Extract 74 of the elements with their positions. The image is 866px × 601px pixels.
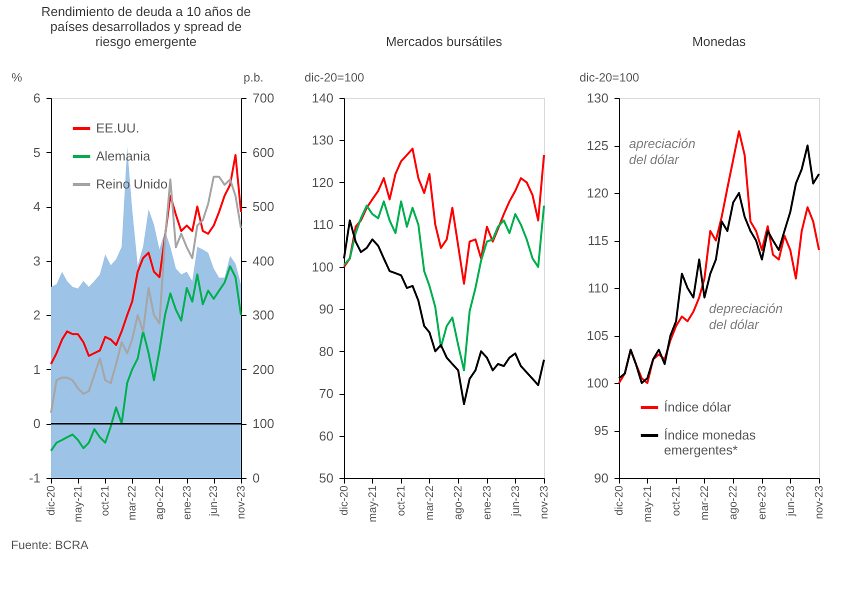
y2-tick-label: 400 xyxy=(252,253,274,268)
x-tick-label: ago-22 xyxy=(728,486,740,520)
x-tick-label: mar-22 xyxy=(698,486,711,520)
source-note: Fuente: BCRA xyxy=(11,538,88,552)
x-tick-label: may-21 xyxy=(366,486,379,522)
annotation: apreciación del dólar xyxy=(629,136,696,167)
y-axis-title: dic-20=100 xyxy=(580,70,640,84)
y-tick-label: 90 xyxy=(594,470,608,486)
y2-tick-label: 0 xyxy=(252,470,260,486)
legend-label: Índice monedas emergentes* xyxy=(664,428,756,458)
x-tick-label: oct-21 xyxy=(396,486,408,516)
x-tick-label: ene-23 xyxy=(481,486,494,520)
x-tick-label: nov-23 xyxy=(538,486,550,520)
y2-tick-label: 700 xyxy=(252,90,274,106)
y-tick-label: 115 xyxy=(588,233,608,248)
x-tick-label: dic-20 xyxy=(614,486,626,516)
y2-tick-label: 200 xyxy=(252,362,274,377)
x-tick-label: may-21 xyxy=(72,486,84,522)
chart-title: Mercados bursátiles xyxy=(386,34,503,49)
y-tick-label: 120 xyxy=(312,174,334,190)
line-series xyxy=(343,148,545,285)
x-tick-label: ago-22 xyxy=(452,486,465,520)
y-tick-label: 3 xyxy=(33,253,40,268)
y2-tick-label: 500 xyxy=(252,199,274,214)
y-tick-label: 50 xyxy=(319,470,334,486)
legend-label: EE.UU. xyxy=(96,120,140,136)
y-tick-label: 2 xyxy=(33,308,40,323)
y-tick-label: 6 xyxy=(33,90,40,106)
y-tick-label: 130 xyxy=(312,132,334,148)
y-tick-label: 140 xyxy=(312,90,334,106)
y-tick-label: 80 xyxy=(319,344,334,359)
y-tick-label: 5 xyxy=(33,144,40,160)
x-tick-label: ago-22 xyxy=(154,486,166,520)
x-tick-label: dic-20 xyxy=(338,486,350,516)
x-tick-label: jun-23 xyxy=(784,486,797,518)
y-tick-label: 90 xyxy=(319,302,334,317)
chart-title: Rendimiento de deuda a 10 años de países desarrollados y spread de riesgo emergente xyxy=(41,4,251,49)
legend-label: Índice dólar xyxy=(664,400,732,414)
y-tick-label: 1 xyxy=(33,362,40,377)
x-tick-label: mar-22 xyxy=(126,486,139,520)
x-tick-label: mar-22 xyxy=(424,486,436,520)
y2-tick-label: 600 xyxy=(252,144,274,160)
x-tick-label: oct-21 xyxy=(100,486,112,516)
y-tick-label: 110 xyxy=(588,280,608,296)
y-tick-label: 125 xyxy=(586,138,608,153)
y-tick-label: 60 xyxy=(319,428,334,444)
y-tick-label: 70 xyxy=(319,386,334,402)
y-tick-label: 130 xyxy=(586,90,608,106)
chart-title: Monedas xyxy=(692,34,746,49)
y2-tick-label: 300 xyxy=(252,308,274,323)
y-tick-label: 4 xyxy=(33,199,40,214)
x-tick-label: jun-23 xyxy=(510,486,522,518)
annotation: depreciación del dólar xyxy=(709,301,783,332)
y-tick-label: 95 xyxy=(594,423,608,438)
x-tick-label: ene-23 xyxy=(181,486,194,520)
y-tick-label: 100 xyxy=(586,376,608,390)
x-tick-label: oct-21 xyxy=(670,486,683,516)
y-tick-label: 120 xyxy=(586,186,608,200)
y-tick-label: 105 xyxy=(586,328,608,343)
line-series xyxy=(343,200,545,372)
y-axis-title: % xyxy=(12,70,22,84)
y-axis-title: dic-20=100 xyxy=(304,70,365,84)
y-tick-label: 0 xyxy=(33,416,40,432)
x-tick-label: nov-23 xyxy=(814,486,826,520)
x-tick-label: may-21 xyxy=(642,486,654,522)
y-tick-label: 110 xyxy=(312,217,334,232)
y2-tick-label: 100 xyxy=(252,416,274,432)
y2-axis-title: p.b. xyxy=(244,70,264,84)
x-tick-label: ene-23 xyxy=(756,486,768,520)
x-tick-label: jun-23 xyxy=(208,486,220,518)
y-tick-label: -1 xyxy=(28,470,40,486)
y-tick-label: 100 xyxy=(312,259,334,274)
x-tick-label: nov-23 xyxy=(236,486,248,520)
x-tick-label: dic-20 xyxy=(46,486,58,516)
